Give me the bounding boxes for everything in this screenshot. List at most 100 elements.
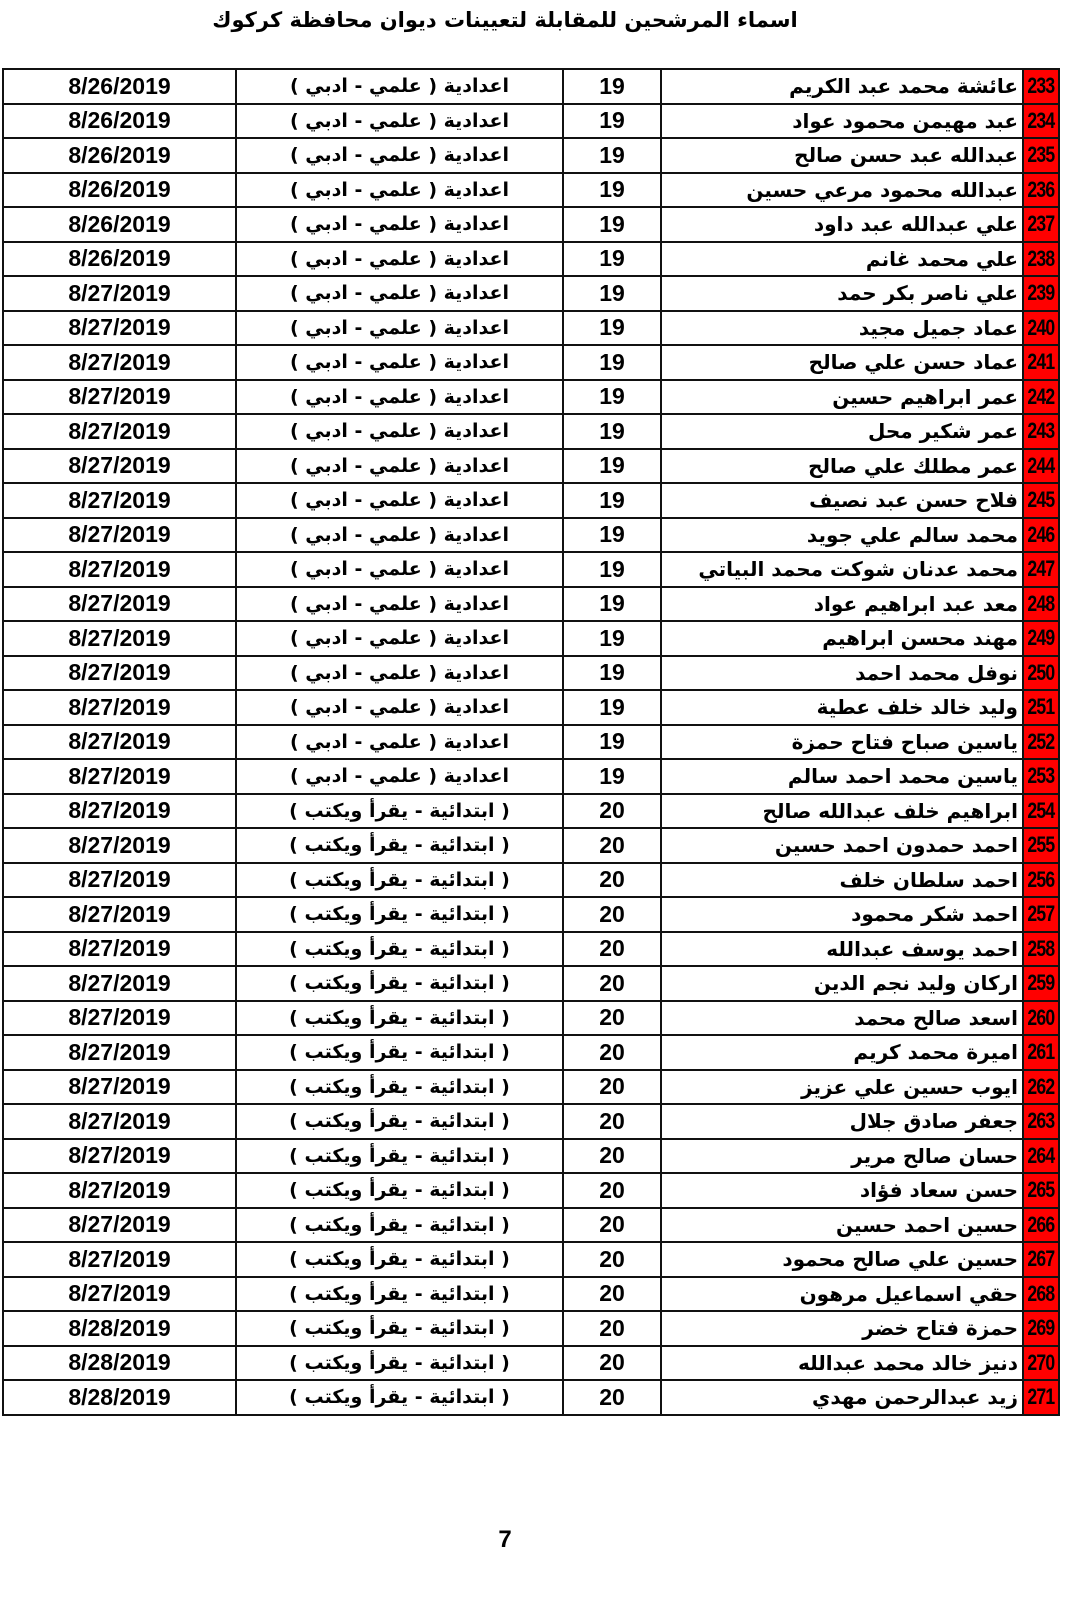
serial-number: 245	[1027, 487, 1056, 513]
serial-number-cell: 260	[1022, 999, 1060, 1036]
date-cell: 8/27/2019	[2, 309, 237, 346]
table-row: 8/27/2019 اعدادية ( علمي - ادبي ) 19 عمر اب…	[2, 378, 1060, 415]
group-number-cell: 20	[562, 1103, 662, 1140]
group-number-cell: 19	[562, 378, 662, 415]
date-cell: 8/27/2019	[2, 792, 237, 829]
serial-number-cell: 269	[1022, 1310, 1060, 1347]
serial-number: 241	[1027, 349, 1056, 375]
date-cell: 8/27/2019	[2, 1241, 237, 1278]
date-cell: 8/27/2019	[2, 275, 237, 312]
table-row: 8/27/2019 اعدادية ( علمي - ادبي ) 19 عمر مط…	[2, 447, 1060, 484]
group-number-cell: 19	[562, 137, 662, 174]
serial-number: 236	[1027, 176, 1056, 202]
table-row: 8/27/2019( ابتدائية - يقرأ ويكتب ) 20 امير…	[2, 1034, 1060, 1071]
serial-number: 249	[1027, 625, 1056, 651]
table-row: 8/27/2019( ابتدائية - يقرأ ويكتب ) 20 حسين…	[2, 1206, 1060, 1243]
qualification-cell: اعدادية ( علمي - ادبي )	[235, 689, 564, 726]
qualification-cell: اعدادية ( علمي - ادبي )	[235, 68, 564, 105]
qualification-cell: ( ابتدائية - يقرأ ويكتب )	[235, 930, 564, 967]
group-number-cell: 19	[562, 654, 662, 691]
group-number-cell: 19	[562, 275, 662, 312]
date-cell: 8/26/2019	[2, 171, 237, 208]
serial-number: 242	[1027, 383, 1056, 409]
table-row: 8/27/2019( ابتدائية - يقرأ ويكتب ) 20 حسين…	[2, 1241, 1060, 1278]
group-number-cell: 19	[562, 206, 662, 243]
date-cell: 8/27/2019	[2, 620, 237, 657]
candidate-name-cell: محمد سالم علي جويد	[660, 516, 1024, 553]
date-cell: 8/27/2019	[2, 965, 237, 1002]
table-row: 8/27/2019( ابتدائية - يقرأ ويكتب ) 20 حسان…	[2, 1137, 1060, 1174]
date-cell: 8/27/2019	[2, 1172, 237, 1209]
date-cell: 8/27/2019	[2, 1275, 237, 1312]
table-row: 8/26/2019 اعدادية ( علمي - ادبي ) 19 عبد مه…	[2, 102, 1060, 139]
date-cell: 8/27/2019	[2, 723, 237, 760]
serial-number-cell: 258	[1022, 930, 1060, 967]
serial-number: 266	[1027, 1211, 1056, 1237]
serial-number-cell: 256	[1022, 861, 1060, 898]
serial-number-cell: 233	[1022, 68, 1060, 105]
group-number-cell: 19	[562, 482, 662, 519]
date-cell: 8/27/2019	[2, 861, 237, 898]
serial-number-cell: 236	[1022, 171, 1060, 208]
serial-number-cell: 264	[1022, 1137, 1060, 1174]
table-row: 8/27/2019( ابتدائية - يقرأ ويكتب ) 20 ايوب…	[2, 1068, 1060, 1105]
table-row: 8/27/2019 اعدادية ( علمي - ادبي ) 19 نوفل م…	[2, 654, 1060, 691]
table-row: 8/27/2019( ابتدائية - يقرأ ويكتب ) 20 ابرا…	[2, 792, 1060, 829]
serial-number: 243	[1027, 418, 1056, 444]
serial-number: 259	[1027, 970, 1056, 996]
date-cell: 8/27/2019	[2, 378, 237, 415]
candidate-name-cell: عبد مهيمن محمود عواد	[660, 102, 1024, 139]
serial-number-cell: 245	[1022, 482, 1060, 519]
serial-number-cell: 250	[1022, 654, 1060, 691]
qualification-cell: اعدادية ( علمي - ادبي )	[235, 654, 564, 691]
serial-number-cell: 237	[1022, 206, 1060, 243]
group-number-cell: 20	[562, 896, 662, 933]
date-cell: 8/27/2019	[2, 689, 237, 726]
serial-number-cell: 253	[1022, 758, 1060, 795]
candidate-name-cell: ياسين صباح فتاح حمزة	[660, 723, 1024, 760]
candidate-name-cell: دنيز خالد محمد عبدالله	[660, 1344, 1024, 1381]
serial-number-cell: 266	[1022, 1206, 1060, 1243]
serial-number: 265	[1027, 1177, 1056, 1203]
serial-number-cell: 240	[1022, 309, 1060, 346]
date-cell: 8/27/2019	[2, 344, 237, 381]
table-row: 8/27/2019( ابتدائية - يقرأ ويكتب ) 20 اسعد…	[2, 999, 1060, 1036]
candidate-name-cell: جعفر صادق جلال	[660, 1103, 1024, 1140]
serial-number: 235	[1027, 142, 1056, 168]
qualification-cell: ( ابتدائية - يقرأ ويكتب )	[235, 827, 564, 864]
date-cell: 8/27/2019	[2, 1068, 237, 1105]
date-cell: 8/27/2019	[2, 551, 237, 588]
group-number-cell: 19	[562, 551, 662, 588]
serial-number-cell: 248	[1022, 585, 1060, 622]
serial-number: 271	[1027, 1384, 1056, 1410]
date-cell: 8/27/2019	[2, 827, 237, 864]
group-number-cell: 19	[562, 516, 662, 553]
table-row: 8/27/2019( ابتدائية - يقرأ ويكتب ) 20 احمد…	[2, 861, 1060, 898]
table-row: 8/26/2019 اعدادية ( علمي - ادبي ) 19 علي عب…	[2, 206, 1060, 243]
qualification-cell: ( ابتدائية - يقرأ ويكتب )	[235, 896, 564, 933]
serial-number: 233	[1027, 73, 1056, 99]
candidate-name-cell: ابراهيم خلف عبدالله صالح	[660, 792, 1024, 829]
candidate-name-cell: فلاح حسن عبد نصيف	[660, 482, 1024, 519]
group-number-cell: 20	[562, 861, 662, 898]
candidate-name-cell: عائشة محمد عبد الكريم	[660, 68, 1024, 105]
date-cell: 8/26/2019	[2, 206, 237, 243]
table-row: 8/26/2019 اعدادية ( علمي - ادبي ) 19 علي مح…	[2, 240, 1060, 277]
table-row: 8/28/2019( ابتدائية - يقرأ ويكتب ) 20 حمزة…	[2, 1310, 1060, 1347]
serial-number: 254	[1027, 797, 1056, 823]
serial-number-cell: 255	[1022, 827, 1060, 864]
date-cell: 8/27/2019	[2, 758, 237, 795]
candidate-name-cell: محمد عدنان شوكت محمد البياتي	[660, 551, 1024, 588]
serial-number-cell: 246	[1022, 516, 1060, 553]
qualification-cell: اعدادية ( علمي - ادبي )	[235, 275, 564, 312]
serial-number: 262	[1027, 1073, 1056, 1099]
table-row: 8/26/2019 اعدادية ( علمي - ادبي ) 19 عبدالل…	[2, 171, 1060, 208]
serial-number: 248	[1027, 590, 1056, 616]
group-number-cell: 20	[562, 1034, 662, 1071]
serial-number-cell: 267	[1022, 1241, 1060, 1278]
table-row: 8/27/2019 اعدادية ( علمي - ادبي ) 19 ياسين …	[2, 723, 1060, 760]
qualification-cell: ( ابتدائية - يقرأ ويكتب )	[235, 965, 564, 1002]
serial-number-cell: 262	[1022, 1068, 1060, 1105]
date-cell: 8/26/2019	[2, 68, 237, 105]
qualification-cell: اعدادية ( علمي - ادبي )	[235, 516, 564, 553]
